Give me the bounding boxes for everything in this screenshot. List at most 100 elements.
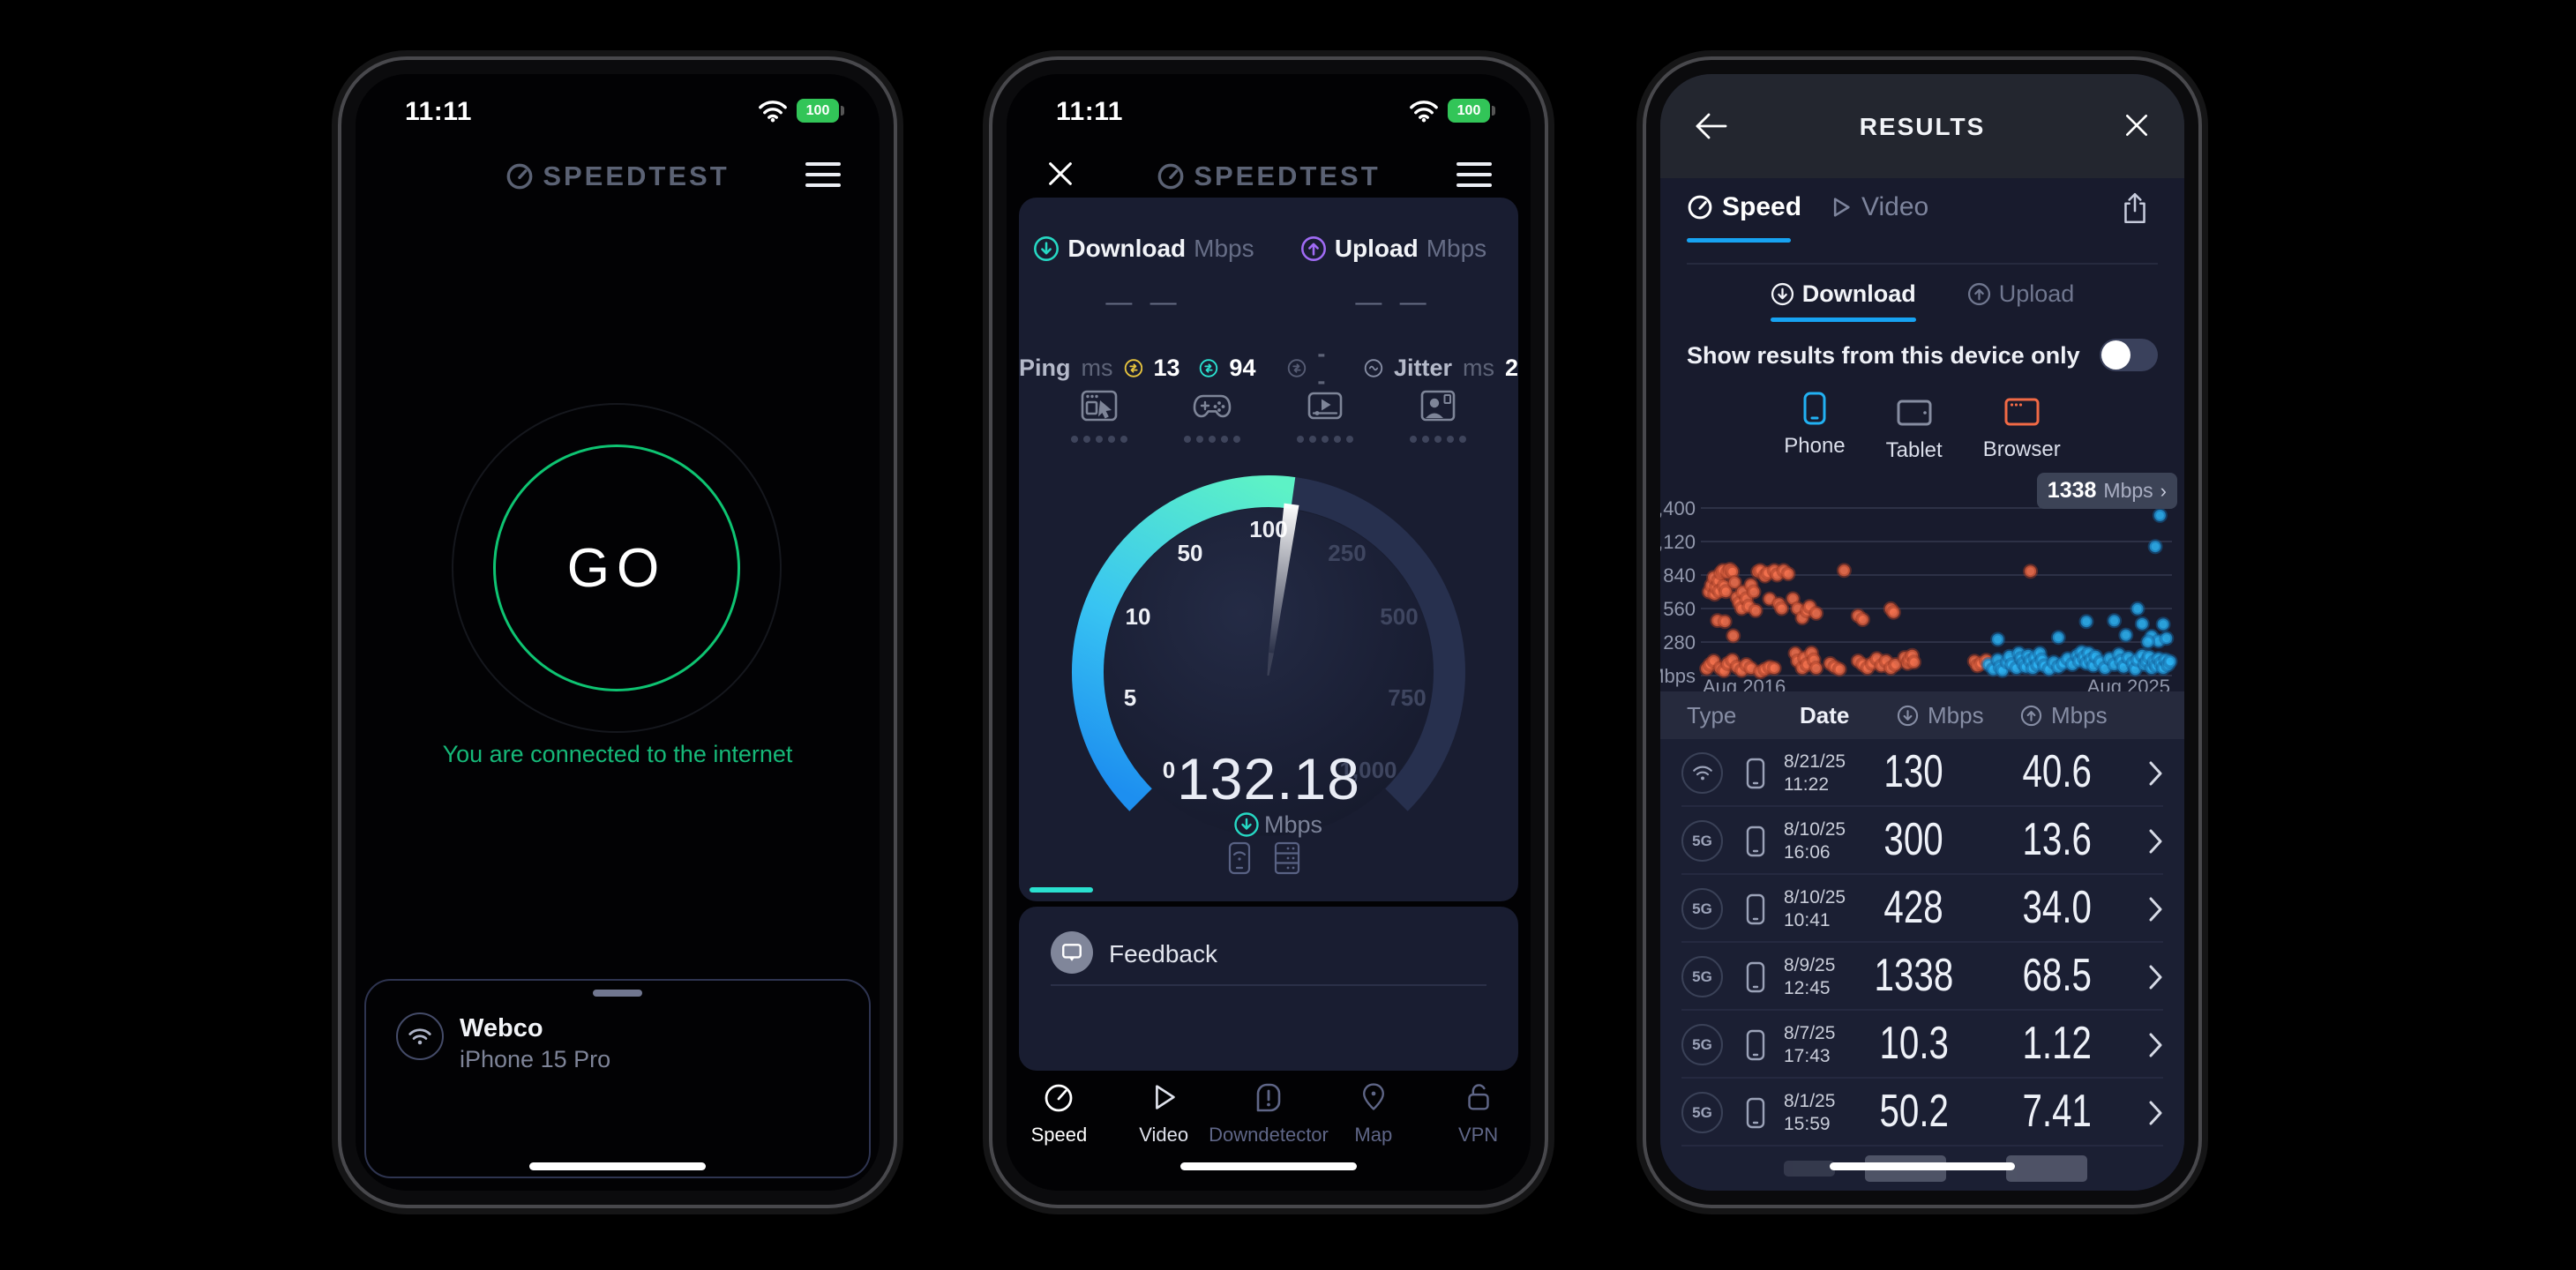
table-row[interactable]: 5G 8/1/25 15:59 50.2 7.41	[1660, 1079, 2184, 1147]
ping-idle-icon	[1124, 358, 1142, 377]
close-button[interactable]	[2123, 111, 2151, 139]
ping-stats-row: Ping ms 13 94 --	[1019, 340, 1519, 394]
device-only-toggle[interactable]	[2100, 339, 2158, 371]
browser-filter-icon	[2004, 398, 2040, 426]
ping-download-icon	[1200, 358, 1218, 377]
data-point	[1774, 601, 1790, 616]
battery-icon: 100	[797, 99, 844, 123]
filter-browser[interactable]: Browser	[1983, 392, 2061, 463]
table-row[interactable]: 5G 8/7/25 17:43 10.3 1.12	[1660, 1011, 2184, 1079]
phone-device-icon	[1745, 893, 1766, 925]
menu-button[interactable]	[805, 162, 841, 187]
data-point	[1990, 631, 2006, 647]
table-row[interactable]: 5G 8/10/25 16:06 300 13.6	[1660, 807, 2184, 875]
phone-device-icon	[1745, 961, 1766, 993]
download-result: 10.3	[1879, 1018, 1949, 1070]
home-indicator[interactable]	[1180, 1162, 1357, 1170]
download-result: 300	[1883, 814, 1944, 866]
rating-dots	[1184, 436, 1240, 443]
gauge-tick: 5	[1124, 684, 1136, 711]
data-point	[2147, 539, 2163, 555]
device-filter-row: Show results from this device only	[1687, 339, 2158, 374]
feedback-label: Feedback	[1109, 940, 1217, 967]
menu-button[interactable]	[1456, 162, 1492, 187]
phone-device-icon	[1745, 1097, 1766, 1129]
data-point	[2050, 630, 2066, 646]
max-result-badge[interactable]: 1338 Mbps ›	[2036, 473, 2177, 509]
download-icon	[1897, 705, 1919, 726]
nav-downdetector[interactable]: Downdetector	[1209, 1080, 1329, 1147]
browsing-rating	[1071, 386, 1127, 443]
tab-video[interactable]: Video	[1828, 192, 1928, 222]
wifi-icon	[1410, 100, 1438, 122]
home-indicator[interactable]	[1830, 1162, 2015, 1170]
close-test-button[interactable]	[1045, 159, 1075, 189]
feedback-card[interactable]: Feedback	[1019, 907, 1518, 1071]
phone-right-frame: RESULTS Speed Video	[1643, 56, 2202, 1208]
data-point	[1726, 628, 1741, 644]
upload-result: 40.6	[2022, 746, 2092, 798]
filter-tablet[interactable]: Tablet	[1886, 392, 1943, 463]
network-name: Webco	[460, 1014, 543, 1042]
nav-vpn[interactable]: VPN	[1426, 1080, 1531, 1147]
speedtest-gauge-icon	[506, 163, 533, 190]
device-name: iPhone 15 Pro	[460, 1046, 611, 1072]
network-type-label: 5G	[1692, 832, 1712, 849]
speed-tab-icon	[1688, 195, 1712, 220]
y-axis-tick: 1,120	[1660, 531, 1696, 553]
table-row[interactable]: 5G 8/10/25 10:41 428 34.0	[1660, 875, 2184, 943]
network-type-label: 5G	[1692, 1035, 1712, 1053]
go-button[interactable]: GO	[493, 444, 740, 691]
feedback-icon	[1051, 931, 1093, 974]
chevron-right-icon	[2149, 1033, 2163, 1057]
share-button[interactable]	[2119, 190, 2151, 226]
rating-dots	[1410, 436, 1466, 443]
status-time: 11:11	[405, 97, 472, 126]
upload-result: 1.12	[2022, 1018, 2092, 1070]
subtab-upload[interactable]: Upload	[1967, 280, 2074, 322]
speedtest-running-screen: 11:11 100 SPEEDTEST	[1007, 74, 1531, 1191]
y-axis-tick: 560	[1663, 598, 1696, 620]
network-sheet[interactable]: Webco iPhone 15 Pro	[364, 979, 871, 1178]
nav-map[interactable]: Map	[1321, 1080, 1426, 1147]
table-row[interactable]: 8/21/25 11:22 130 40.6	[1660, 739, 2184, 807]
results-screen: RESULTS Speed Video	[1660, 74, 2184, 1191]
download-value-placeholder: — —	[1105, 288, 1182, 317]
data-point	[1717, 614, 1733, 630]
cellular-type-icon: 5G	[1681, 1092, 1723, 1133]
device-type-filters: Phone Tablet Browser	[1660, 392, 2184, 463]
phone-device-icon	[1745, 826, 1766, 857]
download-column-header: Mbps	[1897, 702, 1984, 729]
activity-icons-row	[1019, 386, 1518, 443]
nav-video[interactable]: Video	[1112, 1080, 1217, 1147]
upload-column-header: Mbps	[2020, 702, 2108, 729]
download-result: 130	[1883, 746, 1944, 798]
home-indicator[interactable]	[529, 1162, 706, 1170]
status-time: 11:11	[1056, 97, 1123, 126]
gauge-value: 132.18	[1177, 746, 1360, 811]
tab-speed[interactable]: Speed	[1687, 192, 1801, 222]
drag-handle[interactable]	[593, 990, 642, 997]
upload-icon	[1967, 282, 1990, 306]
gaming-rating	[1184, 386, 1240, 443]
upload-header: Upload Mbps	[1269, 235, 1518, 263]
downdetector-nav-icon	[1256, 1083, 1281, 1112]
chevron-right-icon	[2149, 897, 2163, 922]
back-button[interactable]	[1694, 111, 1729, 141]
gaming-icon	[1193, 394, 1232, 418]
upload-icon	[1300, 236, 1326, 261]
data-point	[2078, 614, 2094, 630]
table-row[interactable]: 5G 8/9/25 12:45 1338 68.5	[1660, 943, 2184, 1011]
gauge-unit-row: Mbps	[1234, 811, 1322, 838]
phone-middle-frame: 11:11 100 SPEEDTEST	[989, 56, 1548, 1208]
subtab-download[interactable]: Download	[1770, 280, 1916, 322]
active-tab-underline	[1687, 238, 1791, 243]
filter-phone[interactable]: Phone	[1784, 392, 1846, 463]
chevron-right-icon	[2149, 761, 2163, 786]
nav-speed[interactable]: Speed	[1007, 1080, 1112, 1147]
cellular-type-icon: 5G	[1681, 820, 1723, 862]
active-subtab-underline	[1770, 318, 1916, 322]
chevron-right-icon	[2149, 965, 2163, 990]
phone-device-icon	[1745, 758, 1766, 789]
